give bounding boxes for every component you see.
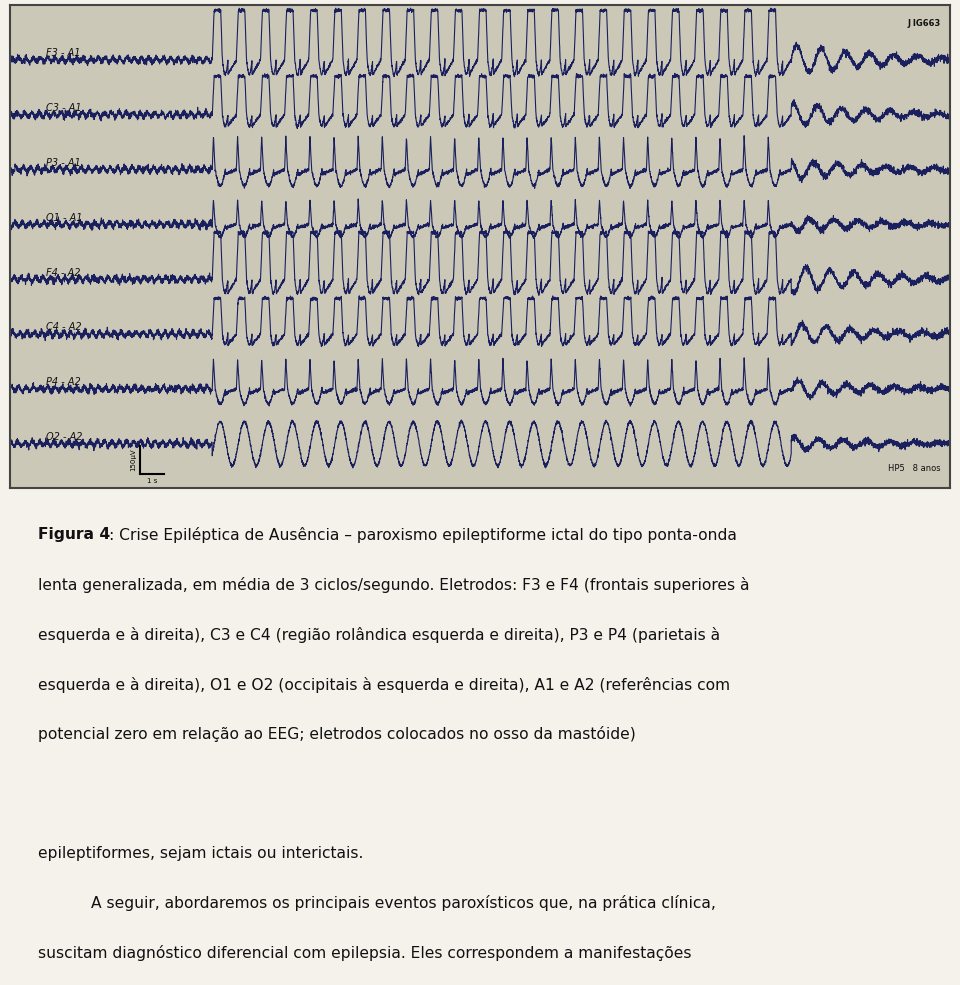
Text: P3 - A1: P3 - A1 [46, 158, 81, 167]
Text: suscitam diagnóstico diferencial com epilepsia. Eles correspondem a manifestaçõe: suscitam diagnóstico diferencial com epi… [38, 946, 692, 961]
Text: : Crise Epiléptica de Ausência – paroxismo epileptiforme ictal do tipo ponta-ond: : Crise Epiléptica de Ausência – paroxis… [109, 527, 737, 544]
Text: epileptiformes, sejam ictais ou interictais.: epileptiformes, sejam ictais ou interict… [38, 846, 364, 861]
Text: 150μV: 150μV [131, 449, 136, 472]
Text: esquerda e à direita), C3 e C4 (região rolândica esquerda e direita), P3 e P4 (p: esquerda e à direita), C3 e C4 (região r… [38, 626, 721, 643]
Text: F4 - A2: F4 - A2 [46, 268, 81, 278]
Text: HP5   8 anos: HP5 8 anos [888, 464, 941, 473]
Text: P4 - A2: P4 - A2 [46, 377, 81, 387]
Text: potencial zero em relação ao EEG; eletrodos colocados no osso da mastóide): potencial zero em relação ao EEG; eletro… [38, 726, 636, 743]
Text: O2 - A2: O2 - A2 [46, 432, 83, 442]
Text: A seguir, abordaremos os principais eventos paroxísticos que, na prática clínica: A seguir, abordaremos os principais even… [91, 895, 716, 911]
Text: C3 - A1: C3 - A1 [46, 103, 82, 113]
Text: O1 - A1: O1 - A1 [46, 213, 83, 223]
Text: esquerda e à direita), O1 e O2 (occipitais à esquerda e direita), A1 e A2 (refer: esquerda e à direita), O1 e O2 (occipita… [38, 677, 731, 692]
Text: F3 - A1: F3 - A1 [46, 48, 81, 58]
Text: lenta generalizada, em média de 3 ciclos/segundo. Eletrodos: F3 e F4 (frontais s: lenta generalizada, em média de 3 ciclos… [38, 577, 750, 593]
Text: C4 - A2: C4 - A2 [46, 322, 82, 332]
Text: J IG663: J IG663 [908, 20, 941, 29]
Text: Figura 4: Figura 4 [38, 527, 110, 543]
Text: 1 s: 1 s [147, 479, 157, 485]
